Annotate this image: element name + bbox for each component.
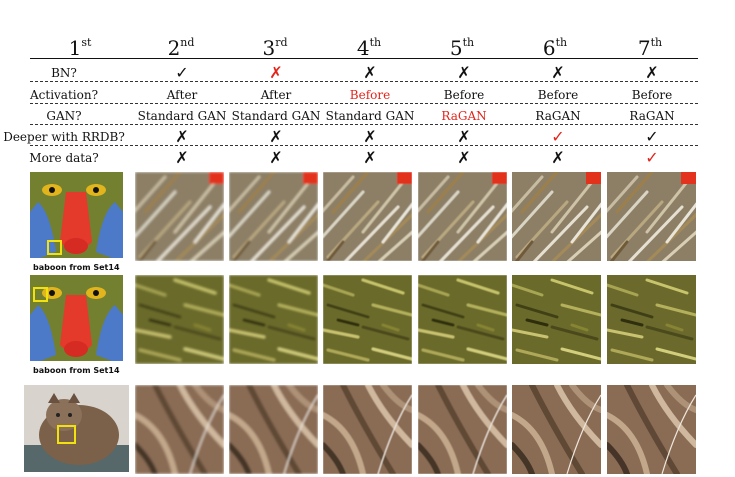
- row-divider: [30, 103, 698, 104]
- cross-mark-icon: ✗: [645, 63, 659, 82]
- row-label: BN?: [51, 66, 77, 80]
- column-header-3: 3rd: [235, 36, 315, 60]
- table-cell: After: [260, 88, 292, 102]
- result-patch-5: [418, 275, 507, 364]
- column-header-2: 2nd: [141, 36, 221, 60]
- baboon-thumbnail: [30, 172, 123, 258]
- result-patch-6: [512, 275, 601, 364]
- cross-mark-icon: ✗: [363, 63, 377, 82]
- cross-mark-icon: ✗: [363, 127, 377, 146]
- crop-region-box: [47, 240, 62, 255]
- table-cell: Before: [443, 88, 485, 102]
- cross-mark-icon: ✗: [363, 148, 377, 167]
- table-cell: Standard GAN: [325, 109, 415, 123]
- column-ordinal-suffix: th: [650, 36, 663, 49]
- table-cell: Before: [349, 88, 391, 102]
- column-ordinal-suffix: th: [462, 36, 475, 49]
- cross-mark-icon: ✗: [175, 148, 189, 167]
- cross-mark-icon: ✗: [457, 148, 471, 167]
- column-number: 6: [542, 36, 556, 60]
- column-number: 5: [449, 36, 463, 60]
- column-header-5: 5th: [422, 36, 502, 60]
- result-patch-3: [229, 172, 318, 261]
- check-mark-icon: ✓: [551, 127, 565, 146]
- table-cell: Standard GAN: [137, 109, 227, 123]
- column-number: 4: [356, 36, 370, 60]
- column-header-4: 4th: [329, 36, 409, 60]
- cat-thumbnail: [24, 385, 129, 472]
- table-cell: RaGAN: [629, 109, 675, 123]
- row-label: GAN?: [46, 109, 82, 123]
- result-patch-2: [135, 275, 224, 364]
- cross-mark-icon: ✗: [175, 127, 189, 146]
- result-patch-4: [323, 385, 412, 474]
- cross-mark-icon: ✗: [269, 63, 283, 82]
- column-ordinal-suffix: nd: [180, 36, 195, 49]
- result-patch-6: [512, 172, 601, 261]
- column-number: 3: [262, 36, 276, 60]
- row-label: More data?: [29, 151, 99, 165]
- result-patch-3: [229, 385, 318, 474]
- row-label: Activation?: [29, 88, 99, 102]
- row-divider: [30, 145, 698, 146]
- cross-mark-icon: ✗: [457, 63, 471, 82]
- result-patch-7: [607, 172, 696, 261]
- table-cell: Standard GAN: [231, 109, 321, 123]
- crop-region-box: [33, 287, 48, 302]
- column-header-7: 7th: [610, 36, 690, 60]
- result-patch-3: [229, 275, 318, 364]
- column-ordinal-suffix: th: [369, 36, 382, 49]
- result-patch-5: [418, 172, 507, 261]
- table-cell: After: [166, 88, 198, 102]
- crop-region-box: [57, 425, 76, 444]
- column-number: 7: [637, 36, 651, 60]
- cross-mark-icon: ✗: [551, 63, 565, 82]
- row-divider: [30, 81, 698, 82]
- cross-mark-icon: ✗: [269, 127, 283, 146]
- baboon-thumbnail: [30, 275, 123, 361]
- result-patch-2: [135, 172, 224, 261]
- check-mark-icon: ✓: [645, 127, 659, 146]
- result-patch-7: [607, 275, 696, 364]
- table-cell: RaGAN: [535, 109, 581, 123]
- column-number: 2: [167, 36, 181, 60]
- result-patch-5: [418, 385, 507, 474]
- cross-mark-icon: ✗: [457, 127, 471, 146]
- result-patch-4: [323, 172, 412, 261]
- column-header-1: 1st: [40, 36, 120, 60]
- column-number: 1: [68, 36, 82, 60]
- column-header-6: 6th: [515, 36, 595, 60]
- column-ordinal-suffix: st: [81, 36, 92, 49]
- table-cell: RaGAN: [441, 109, 487, 123]
- check-mark-icon: ✓: [645, 148, 659, 167]
- column-ordinal-suffix: th: [555, 36, 568, 49]
- cross-mark-icon: ✗: [551, 148, 565, 167]
- result-patch-4: [323, 275, 412, 364]
- table-top-rule: [30, 58, 698, 59]
- cross-mark-icon: ✗: [269, 148, 283, 167]
- image-caption: baboon from Set14: [33, 263, 120, 272]
- table-cell: Before: [537, 88, 579, 102]
- result-patch-7: [607, 385, 696, 474]
- table-cell: Before: [631, 88, 673, 102]
- image-caption: baboon from Set14: [33, 366, 120, 375]
- column-ordinal-suffix: rd: [275, 36, 288, 49]
- row-label: Deeper with RRDB?: [3, 130, 125, 144]
- row-divider: [30, 124, 698, 125]
- check-mark-icon: ✓: [175, 63, 189, 82]
- result-patch-6: [512, 385, 601, 474]
- result-patch-2: [135, 385, 224, 474]
